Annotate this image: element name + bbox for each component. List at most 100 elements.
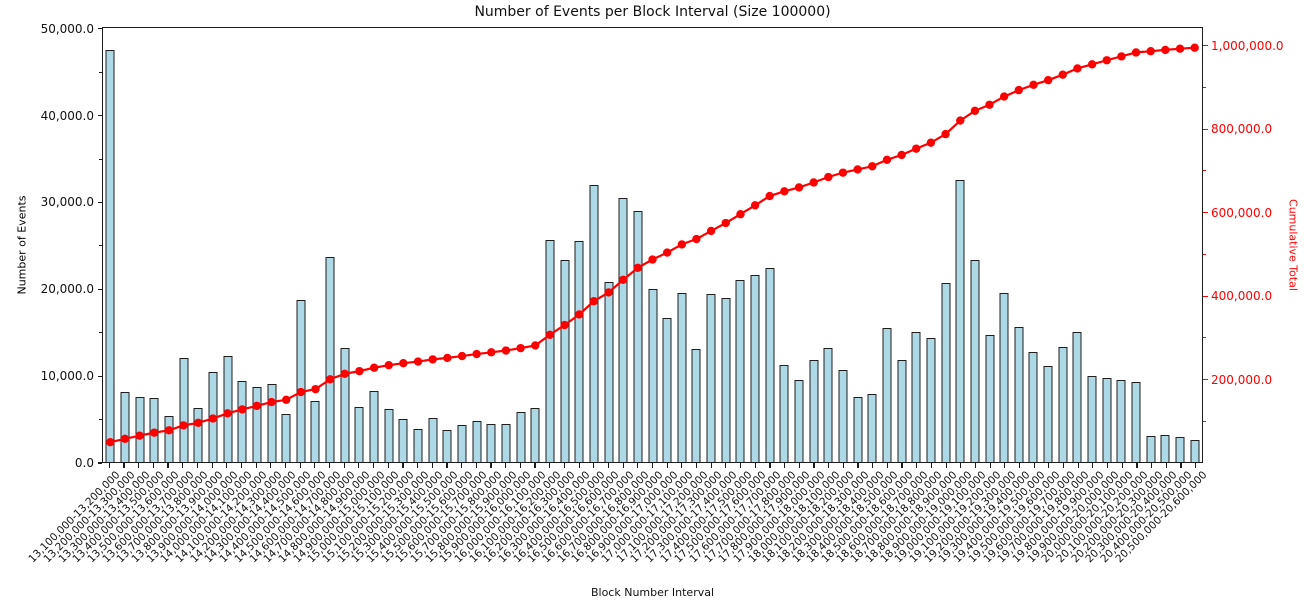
bar — [354, 406, 364, 462]
cumulative-point — [399, 358, 408, 368]
bar — [604, 282, 614, 462]
bar — [1175, 437, 1185, 462]
bar — [398, 418, 408, 462]
x-tick — [417, 463, 419, 468]
x-tick — [270, 463, 272, 468]
bar — [530, 407, 540, 462]
x-tick — [695, 463, 698, 468]
left-y-tick — [97, 28, 102, 30]
cumulative-point — [267, 397, 276, 407]
x-tick — [1106, 463, 1109, 468]
x-tick — [622, 463, 624, 468]
x-tick — [1004, 463, 1006, 468]
cumulative-point — [956, 116, 965, 125]
cumulative-line-layer — [106, 43, 1199, 447]
x-tick — [534, 463, 536, 468]
x-tick — [196, 463, 198, 468]
cumulative-point — [838, 168, 848, 177]
cumulative-point — [780, 187, 789, 196]
cumulative-point — [164, 426, 174, 435]
cumulative-point — [1146, 47, 1155, 56]
cumulative-point — [325, 375, 335, 384]
right-y-tick-label: 400,000.0 — [1211, 289, 1273, 304]
right-y-minor-tick — [1203, 86, 1206, 88]
x-tick — [754, 463, 756, 468]
x-tick — [402, 463, 404, 468]
bar — [1131, 382, 1141, 462]
bar — [662, 317, 672, 462]
cumulative-line — [110, 46, 1195, 444]
x-tick — [505, 463, 507, 468]
cumulative-point — [1175, 44, 1185, 53]
x-tick — [798, 463, 800, 468]
left-y-tick — [97, 375, 102, 377]
cumulative-point — [765, 191, 774, 201]
left-y-tick-label: 40,000.0 — [40, 108, 94, 123]
cumulative-point — [1073, 64, 1082, 73]
bar — [882, 327, 892, 462]
cumulative-point — [1190, 43, 1199, 52]
x-tick — [152, 463, 154, 468]
bar — [765, 268, 775, 462]
cumulative-point — [501, 346, 511, 355]
x-tick — [725, 463, 727, 468]
left-y-minor-tick — [99, 245, 102, 247]
bar — [384, 409, 394, 462]
x-tick — [842, 463, 844, 468]
x-tick — [1062, 463, 1065, 468]
bar — [413, 429, 423, 462]
x-tick — [828, 463, 830, 468]
left-y-minor-tick — [99, 332, 102, 334]
bar — [1058, 347, 1068, 462]
bar — [501, 423, 511, 462]
cumulative-point — [970, 106, 980, 115]
bar — [281, 414, 291, 462]
cumulative-point — [824, 172, 833, 182]
bar — [1072, 331, 1082, 462]
left-y-minor-tick — [99, 71, 102, 73]
cumulative-point — [897, 150, 906, 160]
bar — [428, 417, 438, 462]
x-tick — [226, 463, 228, 468]
x-tick — [358, 463, 360, 468]
cumulative-point — [1043, 75, 1053, 85]
x-tick — [314, 463, 316, 468]
cumulative-point — [311, 384, 320, 394]
x-tick — [666, 463, 668, 468]
cumulative-point — [999, 92, 1009, 101]
x-tick — [607, 463, 610, 468]
cumulative-point — [677, 240, 687, 249]
bar — [179, 358, 189, 462]
x-tick — [1033, 463, 1035, 468]
bar — [1102, 377, 1112, 462]
x-tick — [431, 463, 433, 468]
bar — [985, 334, 995, 462]
bar — [970, 259, 980, 462]
x-tick — [769, 463, 771, 468]
cumulative-point — [296, 387, 306, 397]
x-tick — [1195, 463, 1197, 468]
right-y-tick — [1203, 295, 1208, 297]
bar — [472, 421, 482, 462]
cumulative-point — [1117, 52, 1126, 61]
cumulative-point — [1161, 45, 1170, 55]
cumulative-point — [1131, 48, 1141, 57]
cumulative-point — [1014, 85, 1024, 95]
cumulative-point — [340, 369, 349, 378]
x-tick — [960, 463, 962, 468]
x-tick — [240, 463, 243, 468]
x-tick — [343, 463, 345, 468]
cumulative-point — [633, 263, 643, 272]
x-tick — [490, 463, 492, 468]
cumulative-point — [692, 234, 701, 244]
cumulative-point — [384, 360, 393, 370]
x-tick — [328, 463, 331, 468]
bar — [589, 185, 599, 462]
x-tick — [284, 463, 287, 468]
right-y-tick-label: 1,000,000.0 — [1211, 38, 1284, 53]
x-tick — [593, 463, 595, 468]
y-axis-label-left: Number of Events — [15, 195, 29, 295]
cumulative-point — [882, 155, 892, 164]
cumulative-point — [150, 428, 159, 437]
